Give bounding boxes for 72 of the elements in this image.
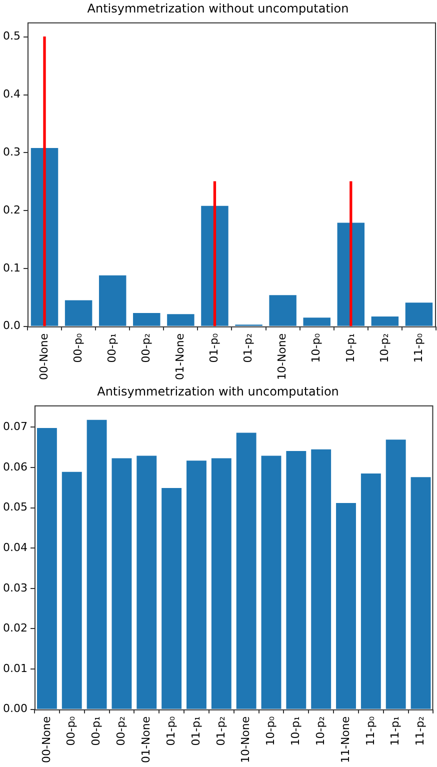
x-tick-label: 01-None <box>174 333 187 380</box>
y-tick-label: 0.1 <box>2 261 20 274</box>
x-tick-label: 00-p₀ <box>64 716 78 746</box>
x-tick-label: 01-p₀ <box>208 332 221 363</box>
y-tick-label: 0.01 <box>2 662 28 675</box>
bar <box>269 295 296 326</box>
x-tick-label: 11-p₀ <box>364 716 377 746</box>
x-tick-label: 01-None <box>139 716 152 764</box>
x-tick-label: 10-p₁ <box>344 333 357 363</box>
x-tick-label: 00-p₂ <box>114 716 128 746</box>
x-tick-label: 11-p₂ <box>414 716 427 746</box>
x-tick-label: 11-p₁ <box>388 716 402 746</box>
y-tick-label: 0.0 <box>2 319 20 332</box>
x-tick-label: 00-p₁ <box>90 716 103 746</box>
bar <box>133 313 160 326</box>
bar <box>350 181 352 326</box>
y-tick-label: 0.04 <box>2 540 28 554</box>
y-tick-label: 0.00 <box>2 702 28 716</box>
y-tick-label: 0.2 <box>2 203 20 216</box>
x-tick-label: 00-None <box>40 716 53 764</box>
y-tick-label: 0.02 <box>2 622 28 635</box>
bar <box>360 474 381 709</box>
y-tick-label: 0.5 <box>2 30 20 43</box>
bar <box>201 206 228 326</box>
y-tick-label: 0.4 <box>2 88 20 101</box>
x-tick-label: 01-p₁ <box>189 716 202 746</box>
x-tick-label: 00-p₂ <box>140 333 152 363</box>
y-tick-label: 0.07 <box>2 420 28 434</box>
bar <box>98 275 126 326</box>
x-tick-label: 11-None <box>338 716 352 764</box>
bar <box>286 450 306 709</box>
bar <box>236 432 256 709</box>
x-tick-label: 01-p₀ <box>164 716 178 746</box>
y-tick-label: 0.06 <box>2 460 28 474</box>
bar <box>186 460 206 709</box>
x-tick-label: 10-None <box>276 333 289 380</box>
bar <box>162 488 182 709</box>
chart-title: Antisymmetrization with uncomputation <box>97 384 339 398</box>
bar <box>405 302 433 326</box>
y-tick-label: 0.05 <box>2 500 28 514</box>
x-tick-label: 00-p₁ <box>105 333 118 363</box>
x-tick-label: 10-p₀ <box>264 716 278 746</box>
x-tick-label: 00-p₀ <box>71 332 84 363</box>
x-tick-label: 10-p₁ <box>289 716 302 746</box>
bar <box>86 420 107 709</box>
bar <box>213 181 216 326</box>
bar <box>36 428 57 709</box>
bar <box>386 440 406 709</box>
x-tick-label: 11-p₀ <box>412 332 425 363</box>
bar <box>64 300 92 326</box>
bar <box>43 36 46 326</box>
bar <box>112 458 132 709</box>
bar <box>371 316 399 326</box>
bar <box>211 458 232 709</box>
x-tick-label: 00-None <box>37 333 50 380</box>
chart-title: Antisymmetrization without uncomputation <box>87 1 349 16</box>
y-tick-label: 0.03 <box>2 581 28 594</box>
y-tick-label: 0.3 <box>2 146 20 159</box>
x-tick-label: 10-p₂ <box>314 716 327 746</box>
x-tick-label: 10-None <box>239 716 252 764</box>
x-tick-label: 10-p₀ <box>310 332 323 363</box>
x-tick-label: 10-p₂ <box>378 333 391 363</box>
bar <box>336 502 356 709</box>
bar <box>136 456 157 709</box>
bar <box>62 472 82 709</box>
bar <box>311 449 332 709</box>
x-tick-label: 01-p₂ <box>214 716 228 746</box>
bar <box>261 456 282 709</box>
bar <box>303 318 330 326</box>
bar <box>167 314 194 326</box>
bar <box>410 477 431 709</box>
x-tick-label: 01-p₂ <box>242 333 255 363</box>
